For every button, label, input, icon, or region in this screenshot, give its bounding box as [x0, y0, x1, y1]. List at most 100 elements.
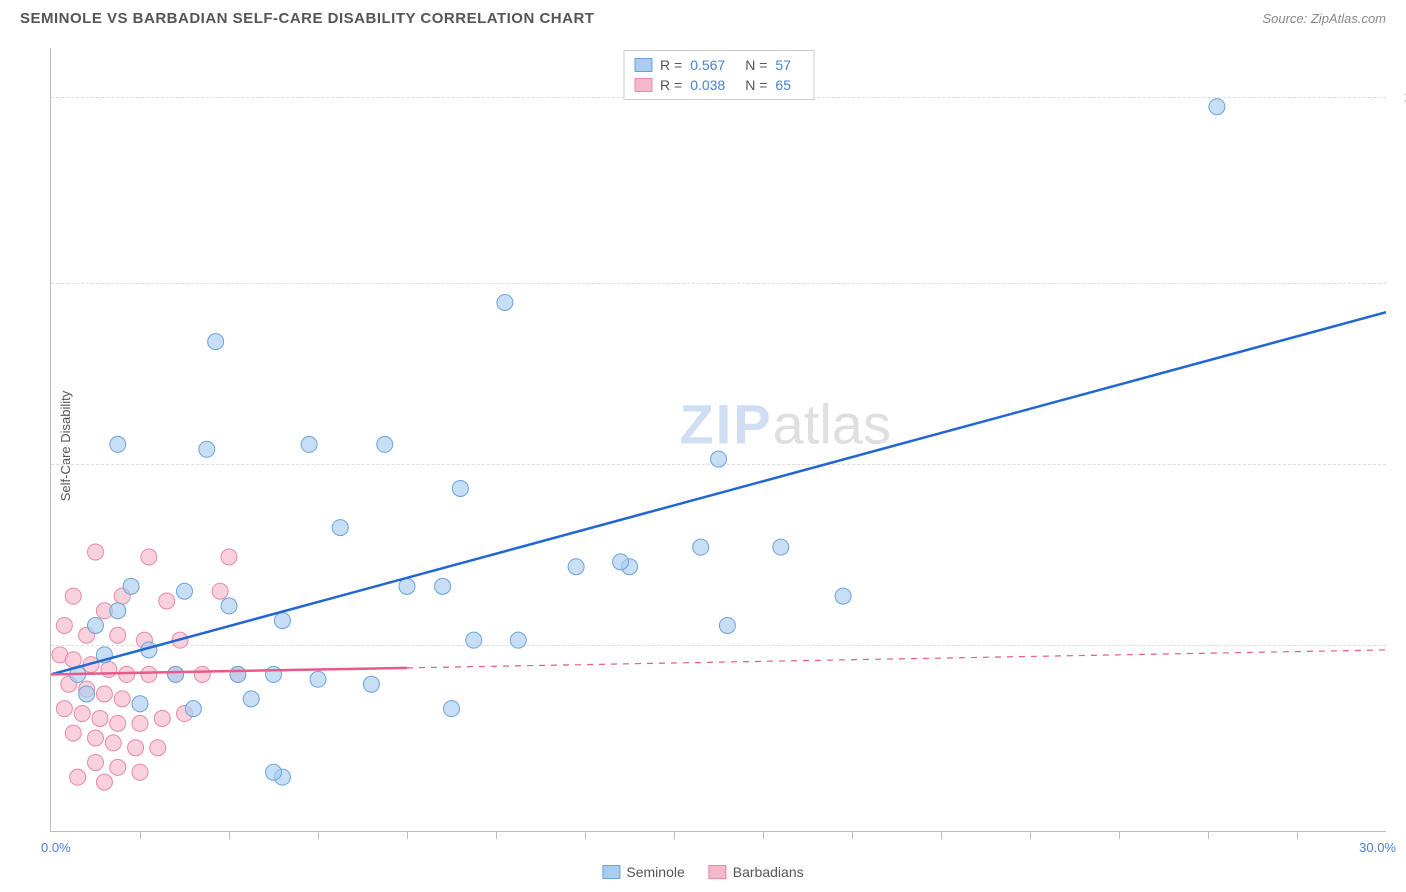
- data-point: [65, 588, 81, 604]
- x-tick: [407, 831, 408, 839]
- data-point: [88, 730, 104, 746]
- data-point: [243, 691, 259, 707]
- legend-label: Barbadians: [733, 864, 804, 880]
- data-point: [65, 725, 81, 741]
- data-point: [96, 774, 112, 790]
- data-point: [510, 632, 526, 648]
- data-point: [274, 613, 290, 629]
- x-max-label: 30.0%: [1359, 840, 1396, 855]
- data-point: [79, 686, 95, 702]
- data-point: [835, 588, 851, 604]
- data-point: [773, 539, 789, 555]
- data-point: [65, 652, 81, 668]
- data-point: [132, 696, 148, 712]
- data-point: [154, 710, 170, 726]
- x-tick: [585, 831, 586, 839]
- data-point: [199, 441, 215, 457]
- data-point: [377, 436, 393, 452]
- n-label: N =: [745, 57, 767, 73]
- scatter-plot-svg: [51, 48, 1386, 831]
- legend-swatch: [634, 58, 652, 72]
- data-point: [363, 676, 379, 692]
- data-point: [230, 666, 246, 682]
- data-point: [132, 715, 148, 731]
- data-point: [88, 544, 104, 560]
- data-point: [56, 617, 72, 633]
- data-point: [105, 735, 121, 751]
- data-point: [70, 769, 86, 785]
- legend-item: Seminole: [602, 864, 684, 880]
- n-value: 65: [775, 77, 791, 93]
- x-tick: [941, 831, 942, 839]
- chart-title: SEMINOLE VS BARBADIAN SELF-CARE DISABILI…: [20, 10, 594, 27]
- data-point: [141, 666, 157, 682]
- data-point: [568, 559, 584, 575]
- data-point: [332, 520, 348, 536]
- n-label: N =: [745, 77, 767, 93]
- data-point: [1209, 99, 1225, 115]
- stats-row: R = 0.567N = 57: [634, 55, 803, 75]
- data-point: [88, 754, 104, 770]
- data-point: [150, 740, 166, 756]
- data-point: [132, 764, 148, 780]
- x-tick: [1030, 831, 1031, 839]
- x-tick: [852, 831, 853, 839]
- data-point: [92, 710, 108, 726]
- stats-row: R = 0.038N = 65: [634, 75, 803, 95]
- data-point: [119, 666, 135, 682]
- data-point: [110, 715, 126, 731]
- data-point: [266, 666, 282, 682]
- chart-plot-area: ZIPatlas R = 0.567N = 57R = 0.038N = 65 …: [50, 48, 1386, 832]
- x-tick: [496, 831, 497, 839]
- data-point: [466, 632, 482, 648]
- trend-line-dashed: [407, 650, 1386, 668]
- data-point: [56, 701, 72, 717]
- data-point: [208, 334, 224, 350]
- x-tick: [1208, 831, 1209, 839]
- data-point: [435, 578, 451, 594]
- r-label: R =: [660, 77, 682, 93]
- r-label: R =: [660, 57, 682, 73]
- x-tick: [318, 831, 319, 839]
- data-point: [110, 627, 126, 643]
- data-point: [88, 617, 104, 633]
- data-point: [221, 598, 237, 614]
- trend-line: [51, 312, 1386, 674]
- data-point: [301, 436, 317, 452]
- x-tick: [674, 831, 675, 839]
- data-point: [719, 617, 735, 633]
- data-point: [114, 691, 130, 707]
- legend-swatch: [602, 865, 620, 879]
- data-point: [444, 701, 460, 717]
- r-value: 0.567: [690, 57, 725, 73]
- data-point: [141, 549, 157, 565]
- data-point: [497, 294, 513, 310]
- x-tick: [1297, 831, 1298, 839]
- data-point: [693, 539, 709, 555]
- data-point: [613, 554, 629, 570]
- data-point: [399, 578, 415, 594]
- data-point: [96, 686, 112, 702]
- data-point: [266, 764, 282, 780]
- x-tick: [1119, 831, 1120, 839]
- data-point: [168, 666, 184, 682]
- data-point: [159, 593, 175, 609]
- data-point: [110, 759, 126, 775]
- data-point: [123, 578, 139, 594]
- data-point: [194, 666, 210, 682]
- data-point: [101, 662, 117, 678]
- x-tick: [140, 831, 141, 839]
- legend-swatch: [634, 78, 652, 92]
- x-origin-label: 0.0%: [41, 840, 71, 855]
- data-point: [110, 603, 126, 619]
- data-point: [177, 583, 193, 599]
- stats-legend: R = 0.567N = 57R = 0.038N = 65: [623, 50, 814, 100]
- x-tick: [229, 831, 230, 839]
- data-point: [310, 671, 326, 687]
- x-tick: [763, 831, 764, 839]
- legend-swatch: [709, 865, 727, 879]
- data-point: [221, 549, 237, 565]
- data-point: [452, 480, 468, 496]
- data-point: [185, 701, 201, 717]
- source-label: Source: ZipAtlas.com: [1262, 11, 1386, 26]
